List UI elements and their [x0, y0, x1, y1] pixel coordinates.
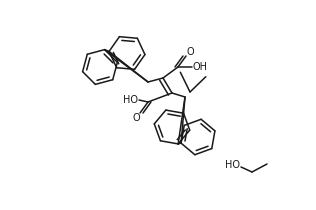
Text: O: O	[186, 47, 194, 57]
Text: HO: HO	[226, 160, 240, 170]
Text: HO: HO	[124, 95, 138, 105]
Text: OH: OH	[192, 62, 208, 72]
Text: O: O	[132, 113, 140, 123]
